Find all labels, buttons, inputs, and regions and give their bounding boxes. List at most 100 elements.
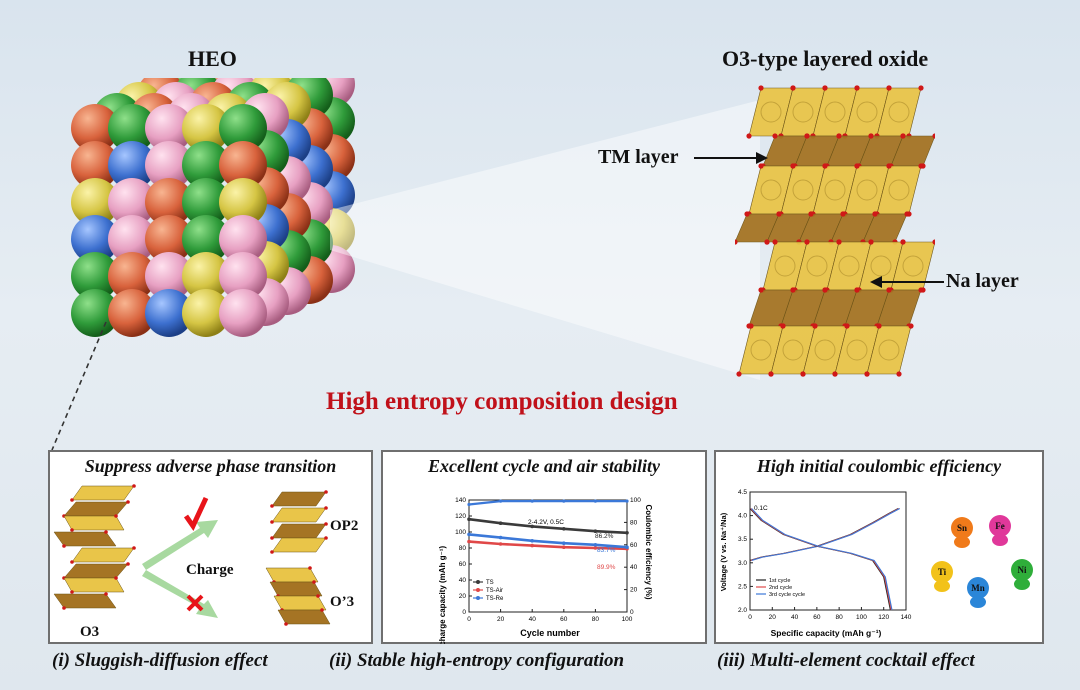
oxygen-atom	[918, 85, 924, 91]
atom-sphere	[145, 289, 193, 337]
atom-sphere	[219, 141, 267, 189]
series-TS-Air-point	[562, 545, 566, 549]
tm-atom	[760, 101, 782, 123]
efficiency-point	[562, 499, 566, 503]
chart2-xtick-label: 40	[529, 616, 537, 623]
oxygen-atom	[868, 239, 874, 245]
chart2-xlabel: Cycle number	[520, 628, 580, 638]
oxygen-atom	[864, 371, 870, 377]
efficiency-line	[468, 500, 627, 506]
layer-block	[271, 537, 327, 553]
oxygen-atom	[932, 239, 935, 245]
atom-sphere	[219, 104, 267, 152]
oxygen-atom	[896, 371, 902, 377]
legend-label: 2nd cycle	[769, 585, 792, 591]
chart3-ylabel: Voltage (V vs. Na⁺/Na)	[719, 512, 728, 591]
chart2-ytick-label: 140	[455, 497, 466, 504]
oxygen-atom	[104, 530, 108, 534]
tm-atom	[870, 255, 892, 277]
oxygen-atom	[854, 163, 860, 169]
tm-atom	[888, 101, 910, 123]
projection-beam	[330, 100, 760, 380]
element-figure-head	[989, 515, 1011, 537]
tm-atom	[792, 179, 814, 201]
tm-atom	[782, 339, 804, 361]
o3-structure	[735, 85, 935, 377]
bottom-label-2: (ii) Stable high-entropy configuration	[329, 650, 625, 671]
legend-marker	[476, 596, 480, 600]
layer-block	[71, 485, 135, 501]
layer-block	[269, 581, 323, 597]
chart3-ytick-label: 4.5	[738, 489, 747, 496]
atom-sphere	[145, 178, 193, 226]
series-TS-point	[530, 524, 534, 529]
chart2-ylabel: Discharge capacity (mAh g⁻¹)	[438, 546, 447, 644]
heo-title: HEO	[188, 46, 237, 71]
chart2-xtick-label: 60	[560, 616, 568, 623]
atom-sphere	[182, 178, 230, 226]
oxygen-atom	[126, 500, 130, 504]
oxygen-atom	[114, 514, 118, 518]
oxygen-atom	[320, 608, 324, 612]
annotation-label: 89.9%	[597, 564, 616, 571]
series-TS-Re-point	[625, 545, 629, 549]
chart2-y2tick-label: 20	[630, 587, 638, 594]
layer-block	[265, 567, 319, 583]
oxygen-atom	[270, 550, 274, 554]
tm-atom	[824, 179, 846, 201]
atom-sphere	[108, 289, 156, 337]
oxygen-atom	[822, 163, 828, 169]
check-icon	[183, 496, 209, 531]
chart3-xlabel: Specific capacity (mAh g⁻¹)	[771, 628, 882, 638]
chart3-xtick-label: 140	[901, 614, 912, 621]
series-TS-point	[593, 529, 598, 533]
atom-sphere	[71, 289, 119, 337]
chart2-ytick-label: 60	[459, 561, 467, 568]
atom-sphere	[145, 215, 193, 263]
heo-cube	[71, 78, 355, 337]
oxygen-atom	[886, 163, 892, 169]
cycle-chart: Discharge capacity (mAh g⁻¹) Coulombic e…	[438, 497, 653, 644]
tm-atom	[806, 255, 828, 277]
chart2-ytick-label: 100	[455, 529, 466, 536]
oxygen-atom	[735, 239, 738, 245]
chart2-y2tick-label: 0	[630, 609, 634, 616]
element-figure-body	[970, 596, 986, 608]
panel2-title: Excellent cycle and air stability	[428, 456, 660, 476]
element-figure-body	[954, 536, 970, 548]
oxygen-atom	[790, 287, 796, 293]
element-label: Mn	[971, 583, 985, 593]
oxygen-atom	[324, 490, 328, 494]
efficiency-point	[530, 499, 534, 503]
oxygen-atom	[836, 239, 842, 245]
tm-atom	[878, 339, 900, 361]
oxygen-atom	[804, 239, 810, 245]
element-figure-head	[1011, 559, 1033, 581]
oxygen-atom	[746, 133, 752, 139]
oxygen-atom	[126, 562, 130, 566]
chart2-ytick-label: 80	[459, 545, 467, 552]
tm-atom	[760, 179, 782, 201]
oxygen-atom	[932, 133, 935, 139]
chart2-xtick-label: 100	[622, 616, 633, 623]
oxygen-atom	[854, 85, 860, 91]
element-label: Fe	[995, 521, 1005, 531]
legend-marker	[476, 588, 480, 592]
atom-sphere	[71, 141, 119, 189]
atom-sphere	[182, 104, 230, 152]
chart2-ytick-label: 120	[455, 513, 466, 520]
atom-sphere	[71, 178, 119, 226]
tm-atom	[814, 339, 836, 361]
efficiency-point	[467, 502, 471, 507]
oxygen-atom	[316, 594, 320, 598]
series-TS-line	[468, 517, 628, 535]
oxygen-atom	[70, 590, 74, 594]
layer-block	[53, 593, 117, 609]
chart2-xtick-label: 0	[467, 616, 471, 623]
series-TS-Air-point	[593, 546, 598, 550]
panel3-title: High initial coulombic efficiency	[756, 456, 1002, 476]
series-TS-Re-line	[468, 533, 628, 549]
legend-label: TS-Air	[486, 588, 503, 594]
oxygen-atom	[736, 371, 742, 377]
element-figure-head	[951, 517, 973, 539]
